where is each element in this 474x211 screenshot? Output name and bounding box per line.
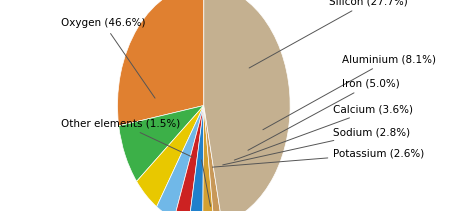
Wedge shape: [156, 106, 204, 211]
Text: Magnesium (2.1%): Magnesium (2.1%): [164, 160, 261, 211]
Wedge shape: [189, 106, 204, 211]
Wedge shape: [119, 106, 204, 181]
Text: Sodium (2.8%): Sodium (2.8%): [223, 127, 410, 165]
Wedge shape: [204, 106, 222, 211]
Text: Iron (5.0%): Iron (5.0%): [248, 79, 400, 150]
Wedge shape: [137, 106, 204, 207]
Text: Potassium (2.6%): Potassium (2.6%): [212, 149, 425, 167]
Wedge shape: [204, 0, 290, 211]
Text: Calcium (3.6%): Calcium (3.6%): [234, 104, 413, 160]
Wedge shape: [118, 0, 204, 126]
Text: Aluminium (8.1%): Aluminium (8.1%): [263, 55, 436, 130]
Text: Silicon (27.7%): Silicon (27.7%): [249, 0, 408, 68]
Text: Oxygen (46.6%): Oxygen (46.6%): [62, 19, 155, 98]
Text: Other elements (1.5%): Other elements (1.5%): [62, 119, 192, 157]
Wedge shape: [203, 106, 214, 211]
Wedge shape: [174, 106, 204, 211]
